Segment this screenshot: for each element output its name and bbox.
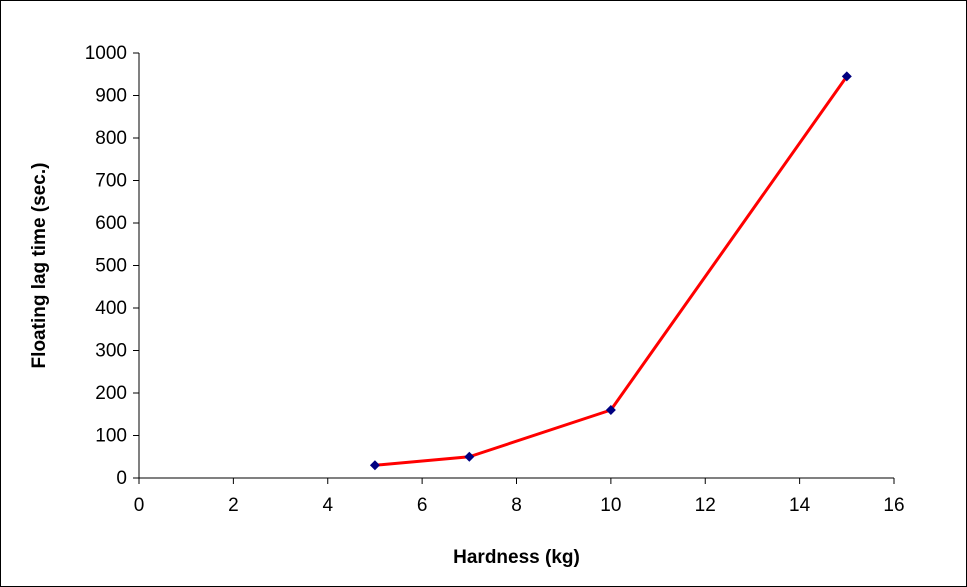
data-point-marker bbox=[605, 405, 616, 415]
x-axis-title: Hardness (kg) bbox=[453, 547, 580, 568]
x-tick-label: 4 bbox=[322, 495, 333, 516]
y-tick-label: 200 bbox=[95, 383, 127, 404]
y-tick-label: 600 bbox=[95, 213, 127, 234]
x-tick-label: 16 bbox=[883, 495, 904, 516]
data-point-marker bbox=[841, 71, 852, 82]
data-point-marker bbox=[464, 451, 475, 462]
y-axis-ticks: 0 100 200 300 400 500 600 700 800 900 1000 bbox=[85, 43, 139, 489]
y-tick-label: 0 bbox=[116, 468, 127, 489]
x-tick-label: 0 bbox=[134, 495, 145, 516]
y-tick-label: 900 bbox=[95, 86, 127, 107]
y-tick-label: 100 bbox=[95, 426, 127, 447]
data-point-marker bbox=[369, 460, 380, 471]
y-axis-title: Floating lag time (sec.) bbox=[29, 163, 50, 369]
y-tick-label: 400 bbox=[95, 298, 127, 319]
axes bbox=[138, 53, 894, 479]
y-tick-label: 300 bbox=[95, 341, 127, 362]
series-line bbox=[374, 75, 849, 467]
x-tick-label: 8 bbox=[511, 495, 522, 516]
x-axis-ticks: 0 2 4 6 8 10 12 14 16 bbox=[134, 478, 905, 516]
y-tick-label: 800 bbox=[95, 128, 127, 149]
x-tick-label: 6 bbox=[417, 495, 428, 516]
x-tick-label: 12 bbox=[695, 495, 716, 516]
y-tick-label: 500 bbox=[95, 256, 127, 277]
y-tick-label: 1000 bbox=[85, 43, 127, 64]
x-tick-label: 2 bbox=[228, 495, 239, 516]
y-tick-label: 700 bbox=[95, 171, 127, 192]
x-tick-label: 14 bbox=[789, 495, 811, 516]
x-tick-label: 10 bbox=[600, 495, 621, 516]
series-layer bbox=[369, 71, 852, 471]
